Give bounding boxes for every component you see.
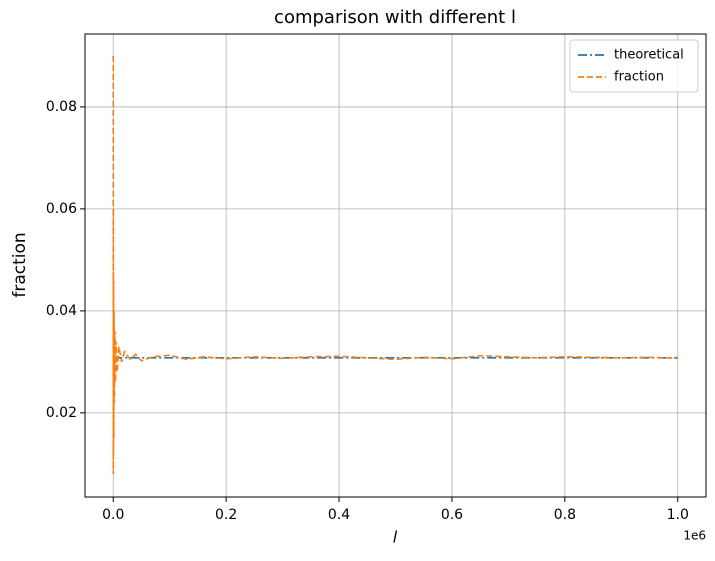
plot-frame [84,33,707,498]
chart-title: comparison with different l [274,7,516,28]
legend-label: fraction [614,70,664,85]
legend-box [569,39,699,93]
y-tick-label: 0.04 [46,303,77,319]
x-tick-label: 1.0 [667,507,689,523]
x-tick-label: 0.0 [102,507,124,523]
y-axis-label: fraction [10,232,30,297]
x-tick-label: 0.8 [554,507,576,523]
y-tick-label: 0.02 [46,405,77,421]
x-axis-label: l [393,528,398,547]
y-tick-label: 0.08 [46,99,77,115]
data-line [112,55,678,475]
x-tick-label: 0.2 [215,507,237,523]
x-tick-label: 0.6 [441,507,463,523]
legend-label: theoretical [614,48,684,63]
x-tick-label: 0.4 [328,507,350,523]
x-offset-label: 1e6 [683,529,706,543]
y-tick-label: 0.06 [46,201,77,217]
